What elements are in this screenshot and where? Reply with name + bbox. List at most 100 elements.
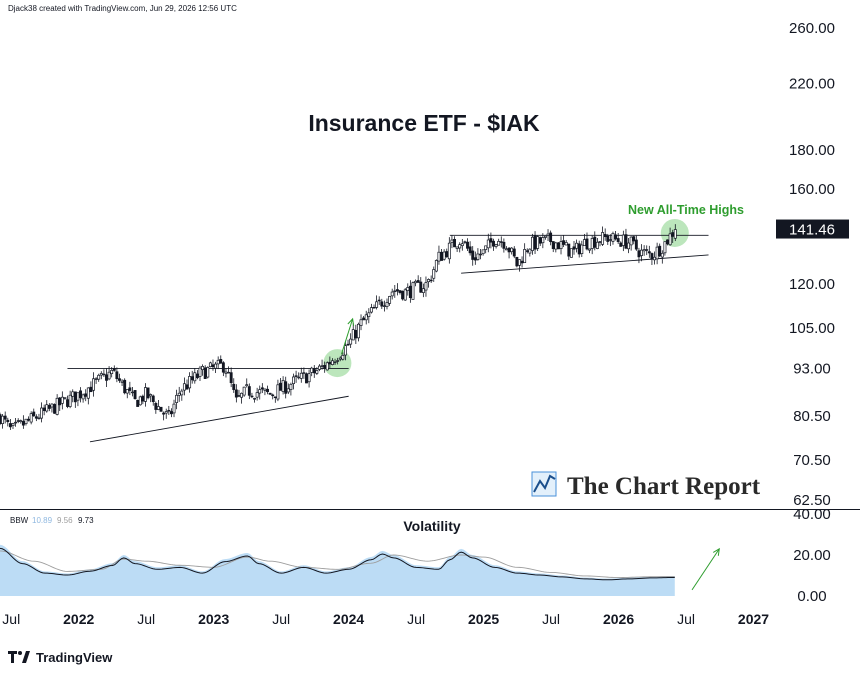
candle-down (549, 232, 553, 243)
candle-up (138, 396, 142, 406)
last-price-text: 141.46 (789, 222, 835, 239)
candle-up (242, 386, 246, 396)
candle-up (673, 229, 677, 239)
candle-down (440, 251, 443, 261)
candle-up (60, 396, 64, 404)
candle-down (279, 382, 282, 391)
candle-down (619, 242, 623, 247)
candle-down (645, 249, 649, 251)
candle-down (154, 403, 158, 410)
candle-up (655, 246, 659, 260)
chart-title: Insurance ETF - $IAK (308, 110, 540, 136)
candle-up (214, 363, 218, 369)
candle-down (538, 237, 542, 244)
candle-down (133, 390, 137, 400)
candle-down (533, 235, 537, 250)
candle-down (16, 420, 20, 422)
candle-up (455, 246, 459, 249)
bbw-area (0, 544, 675, 596)
candle-down (162, 412, 166, 415)
candle-down (42, 407, 46, 411)
candle-down (658, 245, 662, 257)
candle-down (323, 365, 327, 369)
candle-down (502, 241, 506, 249)
candle-down (305, 373, 308, 384)
candle-down (346, 343, 350, 346)
candle-down (489, 238, 493, 243)
candle-up (554, 242, 558, 250)
candle-up (364, 314, 368, 321)
candle-down (123, 379, 127, 394)
candle-down (47, 404, 51, 409)
candle-up (92, 378, 95, 391)
candle-down (419, 281, 423, 293)
candle-up (55, 397, 59, 415)
bbw-tick-label: 40.00 (793, 506, 831, 523)
candle-up (125, 389, 129, 394)
candle-up (406, 287, 410, 291)
candle-up (414, 280, 418, 284)
candle-up (608, 239, 612, 241)
watermark-icon (531, 471, 557, 497)
candle-up (559, 241, 563, 249)
candle-down (377, 299, 381, 302)
x-tick-year: 2023 (198, 611, 229, 627)
candle-up (63, 397, 67, 399)
candle-up (81, 394, 85, 400)
candle-up (255, 392, 259, 398)
bbw-tick-label: 20.00 (793, 547, 831, 564)
arrow-shaft (691, 548, 720, 591)
indicator-value-bbw: 10.89 (32, 516, 53, 525)
candle-up (281, 380, 285, 392)
candle-up (369, 307, 373, 313)
indicator-value-third: 9.73 (78, 516, 94, 525)
candle-up (588, 248, 592, 251)
candle-down (507, 247, 511, 253)
candle-up (45, 404, 49, 412)
candle-down (614, 234, 618, 240)
candle-down (312, 368, 316, 374)
candle-up (427, 279, 431, 283)
candle-up (307, 373, 311, 383)
candle-up (523, 249, 527, 263)
candle-up (351, 329, 355, 341)
candle-up (536, 236, 540, 249)
candle-down (380, 301, 384, 307)
candle-down (515, 256, 519, 267)
candle-down (89, 386, 93, 393)
candle-up (120, 380, 124, 383)
x-tick-month: Jul (677, 611, 695, 627)
candle-down (416, 280, 420, 283)
trendlines (67, 234, 709, 443)
candle-up (175, 394, 179, 403)
candle-down (671, 232, 675, 237)
trend-arrow (691, 547, 720, 591)
candle-up (510, 247, 514, 253)
candle-down (398, 290, 402, 293)
candle-down (616, 238, 620, 242)
candle-up (29, 413, 33, 423)
candle-down (634, 239, 638, 250)
candle-down (328, 361, 332, 365)
volatility-title: Volatility (403, 518, 461, 534)
candle-up (476, 253, 480, 260)
candle-down (118, 378, 121, 381)
candle-down (650, 253, 654, 260)
candle-up (14, 421, 18, 424)
candle-down (429, 279, 433, 282)
candle-up (349, 338, 353, 345)
candle-down (128, 387, 132, 391)
candle-down (632, 236, 636, 242)
candle-up (494, 244, 498, 247)
candle-down (624, 234, 628, 249)
candle-down (525, 250, 529, 252)
candle-down (453, 238, 456, 248)
candle-down (21, 421, 25, 426)
x-tick-year: 2022 (63, 611, 94, 627)
candle-up (253, 398, 256, 400)
candle-up (528, 248, 532, 254)
candle-down (229, 372, 233, 384)
candle-up (341, 354, 345, 360)
candle-down (268, 392, 272, 395)
candle-up (668, 233, 672, 246)
